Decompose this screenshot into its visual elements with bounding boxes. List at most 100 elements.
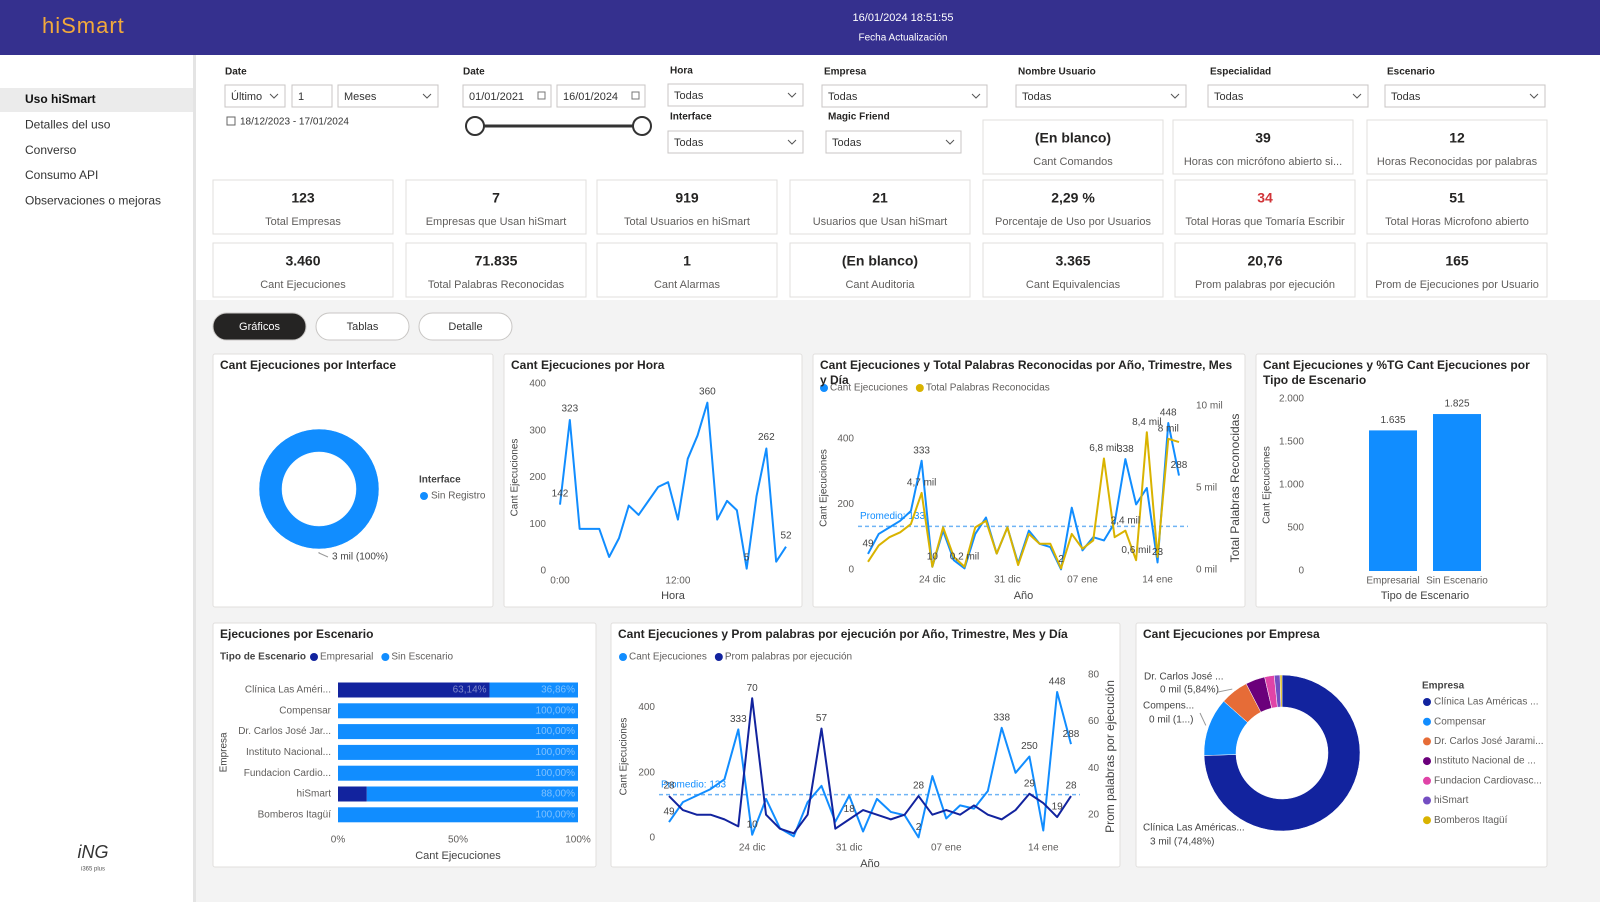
bar-segment: [338, 786, 367, 802]
data-label: 100,00%: [536, 726, 576, 737]
dropdown[interactable]: [1207, 84, 1369, 108]
data-label: 1.825: [1444, 399, 1469, 410]
dropdown[interactable]: [291, 84, 333, 108]
data-label: 0,2 mil: [950, 551, 979, 562]
dropdown[interactable]: [337, 84, 439, 108]
tab-label: Gráficos: [239, 321, 280, 333]
legend-dot: [1423, 776, 1431, 785]
date-range-text: 18/12/2023 - 17/01/2024: [240, 117, 349, 128]
dropdown[interactable]: [667, 130, 804, 154]
tab[interactable]: [212, 312, 307, 341]
x-axis-label: Año: [860, 858, 880, 870]
data-label: 49: [862, 539, 874, 550]
dropdown[interactable]: [821, 84, 988, 108]
y-tick-label: 400: [638, 702, 655, 713]
kpi-card: [405, 179, 587, 235]
chevron: [1529, 93, 1539, 99]
kpi-label: Usuarios que Usan hiSmart: [813, 216, 948, 228]
kpi-card: [212, 179, 394, 235]
kpi-label: Total Horas que Tomaría Escribir: [1185, 216, 1345, 228]
chevron: [422, 93, 432, 99]
y-tick-label: 400: [529, 379, 546, 390]
tab[interactable]: [418, 312, 513, 341]
dropdown[interactable]: [825, 130, 962, 154]
data-label: 8 mil: [1158, 423, 1179, 434]
y-tick-label: 200: [638, 767, 655, 778]
slider-handle[interactable]: [632, 116, 652, 136]
data-label: 100,00%: [536, 768, 576, 779]
kpi-card: [596, 242, 778, 298]
dropdown[interactable]: [224, 84, 286, 108]
kpi-value: 165: [1445, 253, 1469, 269]
average-label: Promedio: 133: [661, 779, 726, 790]
nav-item[interactable]: Uso hiSmart: [25, 92, 96, 106]
data-label: 262: [758, 432, 775, 443]
data-label: 6,8 mil: [1089, 443, 1118, 454]
kpi-label: Horas con micrófono abierto si...: [1184, 156, 1342, 168]
slice-value: 3 mil (74,48%): [1150, 837, 1214, 848]
data-label: 49: [663, 807, 675, 818]
bar-segment: [338, 724, 578, 740]
y-tick-label: Dr. Carlos José Jar...: [238, 726, 331, 737]
chevron: [787, 92, 797, 98]
x-tick-label: 07 ene: [931, 843, 962, 854]
series-line: [559, 401, 787, 570]
chart-title: Cant Ejecuciones y Total Palabras Recono…: [820, 358, 1233, 387]
y2-tick-label: 40: [1088, 763, 1100, 774]
data-label: 323: [561, 404, 578, 415]
x-axis-label: Hora: [661, 590, 686, 602]
kpi-value: 71.835: [475, 253, 518, 269]
chevron: [1170, 93, 1180, 99]
dropdown-value: Todas: [1214, 91, 1244, 103]
legend-label: Sin Escenario: [391, 652, 453, 663]
nav-item[interactable]: Consumo API: [25, 168, 98, 182]
x-axis-label: Año: [1014, 590, 1034, 602]
dropdown[interactable]: [1384, 84, 1546, 108]
legend-label: Fundacion Cardiovasc...: [1434, 775, 1542, 786]
legend-dot: [915, 384, 924, 392]
tab[interactable]: [315, 312, 410, 341]
x-tick-label: 0:00: [550, 576, 570, 587]
kpi-label: Cant Comandos: [1033, 156, 1113, 168]
kpi-label: Prom de Ejecuciones por Usuario: [1375, 279, 1539, 291]
kpi-card: [1172, 119, 1354, 175]
chevron: [787, 139, 797, 145]
data-label: 100,00%: [536, 747, 576, 758]
kpi-value: (En blanco): [842, 253, 918, 269]
data-label: 10: [927, 551, 939, 562]
y-tick-label: 500: [1287, 523, 1304, 534]
slider-handle[interactable]: [465, 116, 485, 136]
nav-item[interactable]: Converso: [25, 143, 77, 157]
dropdown[interactable]: [556, 84, 646, 108]
kpi-value: 39: [1255, 130, 1271, 146]
kpi-card: [789, 242, 971, 298]
x-tick-label: 31 dic: [994, 575, 1021, 586]
legend-dot: [619, 653, 627, 661]
x-tick-label: 14 ene: [1028, 843, 1059, 854]
nav-item[interactable]: Observaciones o mejoras: [25, 193, 161, 207]
dropdown[interactable]: [1015, 84, 1187, 108]
data-label: 23: [1152, 547, 1164, 558]
data-label: 100,00%: [536, 705, 576, 716]
y-tick-label: 0: [649, 833, 655, 844]
slice-name: Compens...: [1143, 701, 1194, 712]
dropdown-value: Todas: [674, 90, 704, 102]
kpi-label: Total Empresas: [265, 216, 341, 228]
dropdown-value: 01/01/2021: [469, 91, 524, 103]
chart-title: Cant Ejecuciones y %TG Cant Ejecuciones …: [1263, 358, 1530, 387]
kpi-card: [1174, 242, 1356, 298]
x-tick-label: 12:00: [665, 576, 690, 587]
y-tick-label: 400: [837, 433, 854, 444]
data-label: 36,86%: [541, 685, 575, 696]
data-label: 52: [780, 530, 792, 541]
dropdown[interactable]: [462, 84, 552, 108]
x-axis-label: Tipo de Escenario: [1381, 590, 1469, 602]
kpi-label: Horas Reconocidas por palabras: [1377, 156, 1538, 168]
data-label: 57: [816, 713, 828, 724]
data-label: 333: [730, 714, 747, 725]
nav-item[interactable]: Detalles del uso: [25, 117, 111, 131]
dropdown[interactable]: [667, 83, 804, 107]
legend-dot: [1423, 796, 1431, 805]
chart-title: Cant Ejecuciones por Empresa: [1143, 627, 1320, 641]
footer-logo: iNG: [78, 842, 109, 862]
